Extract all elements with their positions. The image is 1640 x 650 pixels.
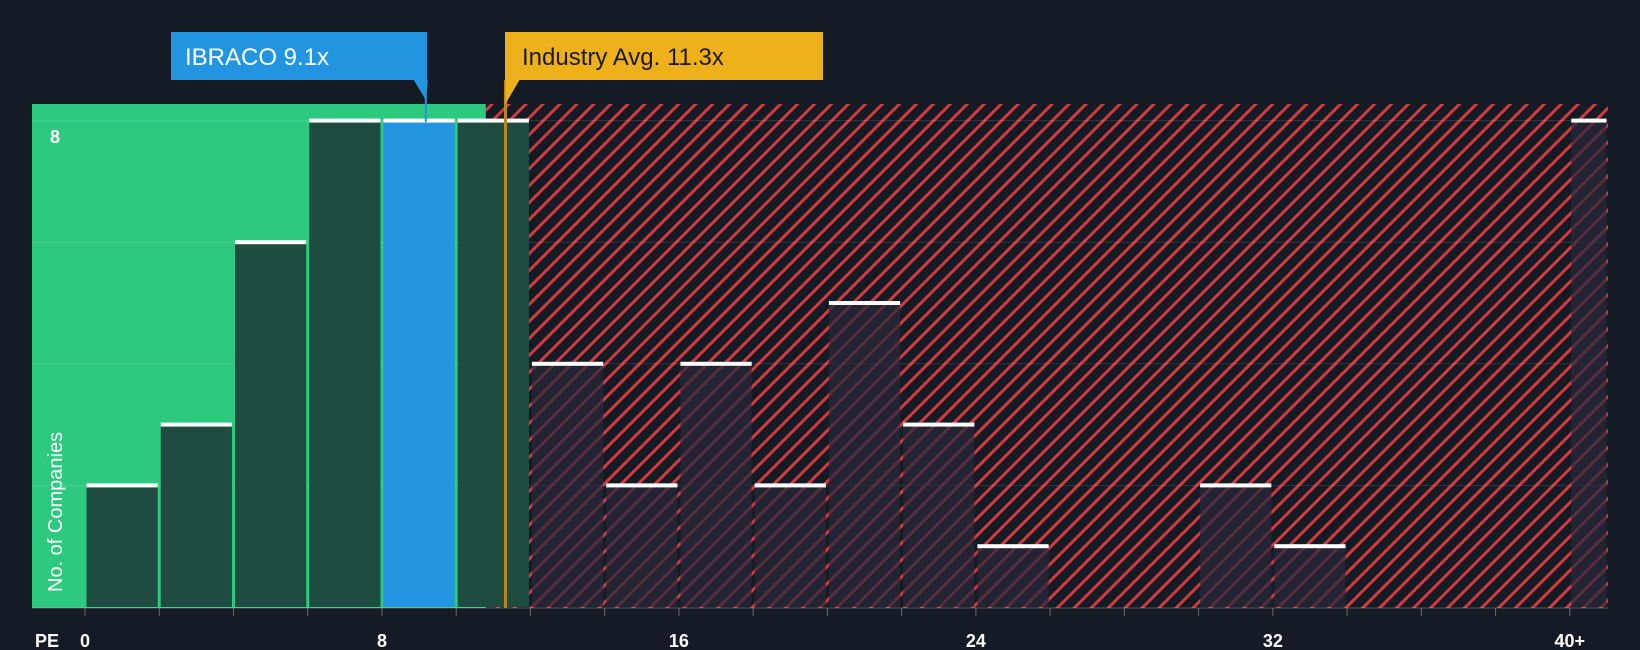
histogram-bar [1571,120,1607,607]
x-tick-label: 16 [669,631,689,650]
x-axis: 0 8 16 24 32 40+ [32,607,1608,650]
histogram-bar [234,242,307,607]
bar-cap [383,118,455,123]
bar-cap [1200,483,1272,488]
x-tick-label: 24 [966,631,986,650]
bar-cap [1274,544,1346,549]
x-tick-label: 32 [1263,631,1283,650]
industry-callout-label: Industry Avg. 11.3x [522,44,724,71]
histogram-bar [977,546,1049,607]
histogram-bar [680,363,752,607]
bar-cap [457,118,529,123]
company-callout-label: IBRACO 9.1x [185,44,329,71]
histogram-bar [86,485,158,607]
bar-cap [531,361,604,366]
histogram-bar [606,485,678,607]
histogram-bar [1274,546,1346,607]
bar-cap [160,422,232,427]
industry-callout: Industry Avg. 11.3x [505,32,823,104]
bar-cap [309,118,381,123]
industry-callout-box [505,32,823,104]
histogram-bar [531,363,604,607]
bar-cap [680,361,752,366]
histogram-bar [457,120,529,607]
histogram-bar [903,424,975,607]
histogram-bars [86,118,1607,607]
x-tick-label: 8 [377,631,387,650]
bar-cap [234,240,307,245]
histogram-bar [828,303,901,607]
histogram-bar [754,485,826,607]
x-tick-label: 0 [80,631,90,650]
bar-cap [86,483,158,488]
company-callout-box [171,32,428,100]
bar-cap [828,301,901,305]
histogram-bar [1200,485,1272,607]
y-axis-title: No. of Companies [45,432,67,592]
bar-cap [754,483,826,488]
histogram-bar [160,424,232,607]
bar-cap [606,483,678,488]
histogram-bar [383,120,455,607]
histogram-bar [309,120,381,607]
company-callout: IBRACO 9.1x [171,32,428,100]
bar-cap [903,422,975,427]
x-axis-title: PE [35,631,59,650]
x-tick-label: 40+ [1555,631,1586,650]
bar-cap [977,544,1049,549]
y-tick-label: 8 [50,127,60,147]
bar-cap [1571,118,1607,123]
